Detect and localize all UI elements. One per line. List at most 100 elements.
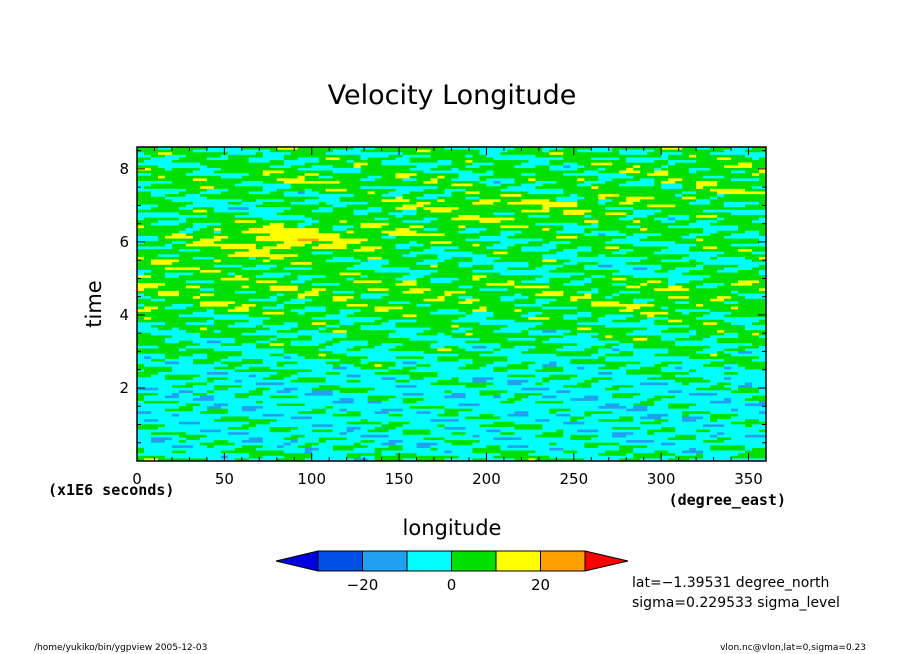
heatmap-cell [451,293,515,297]
heatmap-cell [689,288,760,292]
heatmap-cell [241,424,257,428]
heatmap-cell [220,277,250,282]
heatmap-cell [549,209,564,214]
heatmap-cell [458,379,474,384]
heatmap-cell [423,275,474,279]
heatmap-cell [486,445,502,449]
heatmap-cell [206,372,229,376]
heatmap-cell [479,215,529,219]
heatmap-cell [185,450,222,454]
heatmap-cell [584,416,620,420]
heatmap-cell [542,149,550,153]
heatmap-cell [640,426,662,431]
heatmap-cell [137,233,173,237]
heatmap-cell [668,246,690,250]
heatmap-cell [143,447,236,452]
heatmap-cell [577,382,592,386]
heatmap-cell [143,186,201,190]
heatmap-cell [759,264,766,268]
heatmap-cell [199,429,222,433]
heatmap-cell [682,285,697,289]
heatmap-cell [626,277,669,282]
heatmap-cell [346,277,355,282]
heatmap-cell [269,317,313,321]
heatmap-cell [752,424,766,428]
heatmap-cell [661,455,676,459]
heatmap-cell [451,330,467,334]
heatmap-cell [137,416,222,420]
heatmap-cell [724,267,753,271]
heatmap-cell [458,230,481,234]
heatmap-cell [185,306,236,310]
heatmap-cell [213,207,229,211]
heatmap-cell [661,186,683,190]
heatmap-cell [353,209,383,214]
heatmap-cell [437,332,446,336]
heatmap-cell [521,194,571,198]
heatmap-cell [255,340,271,344]
heatmap-cell [549,160,627,164]
heatmap-cell [220,361,264,365]
heatmap-cell [472,275,488,279]
heatmap-cell [157,419,215,423]
heatmap-cell [577,306,627,310]
heatmap-cell [752,382,766,386]
heatmap-cell [297,440,320,444]
heatmap-cell [493,366,529,371]
heatmap-cell [234,392,264,397]
heatmap-cell [598,453,627,457]
heatmap-cell [137,222,152,227]
heatmap-cell [137,157,152,161]
heatmap-cell [598,434,613,439]
heatmap-cell [458,167,550,172]
heatmap-cell [339,233,390,237]
heatmap-cell [584,442,620,446]
heatmap-cell [479,191,529,195]
heatmap-cell [318,201,327,206]
heatmap-cell [591,157,620,161]
heatmap-cell [563,332,578,336]
heatmap-cell [668,413,683,418]
heatmap-cell [591,215,627,219]
heatmap-cell [213,241,285,245]
heatmap-cell [696,183,718,187]
heatmap-cell [311,188,327,193]
heatmap-cell [164,167,173,172]
heatmap-cell [661,361,683,365]
heatmap-cell [437,228,467,232]
heatmap-cell [192,256,215,261]
heatmap-cell [717,351,725,355]
heatmap-cell [178,222,194,227]
heatmap-cell [710,447,746,452]
heatmap-cell [430,304,515,308]
heatmap-cell [150,259,180,263]
heatmap-cell [339,272,362,276]
heatmap-cell [255,304,278,308]
heatmap-cell [360,241,411,245]
heatmap-cell [696,238,704,242]
heatmap-cell [304,191,320,195]
heatmap-cell [304,434,362,439]
heatmap-cell [514,181,536,185]
heatmap-cell [388,434,474,439]
heatmap-cell [682,382,690,386]
heatmap-cell [528,411,550,415]
heatmap-cell [633,243,697,248]
heatmap-cell [283,311,299,316]
heatmap-cell [500,199,522,203]
heatmap-cell [248,160,271,164]
heatmap-cell [171,413,180,418]
heatmap-cell [703,262,766,266]
heatmap-cell [717,215,766,219]
heatmap-cell [332,445,369,449]
heatmap-cell [675,429,697,433]
heatmap-cell [199,228,215,232]
heatmap-cell [332,390,341,394]
heatmap-cell [220,230,243,234]
heatmap-cell [724,217,760,221]
heatmap-cell [675,395,753,399]
heatmap-cell [724,165,753,169]
heatmap-cell [227,387,257,391]
